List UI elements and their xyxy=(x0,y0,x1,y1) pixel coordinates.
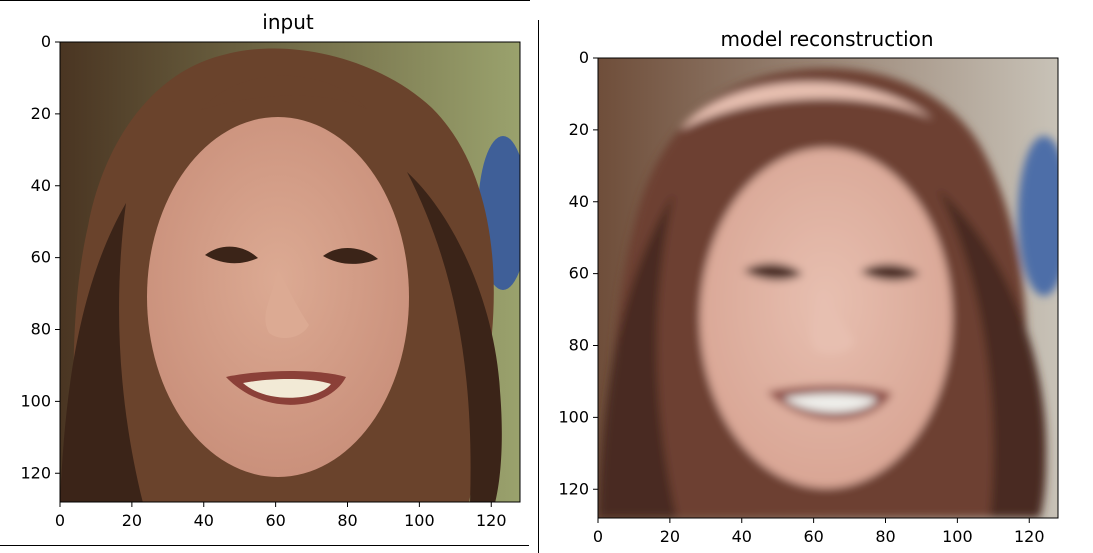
input-nose xyxy=(265,270,309,339)
input-x-tick-label-2: 40 xyxy=(194,511,214,530)
input-axes-frame xyxy=(59,41,521,503)
recon-right-eye xyxy=(860,264,920,281)
reconstruction-face-image xyxy=(598,58,1058,518)
recon-left-eye xyxy=(743,263,803,281)
input-face-image xyxy=(60,42,520,502)
input-ticks: 0 20 40 60 80 100 120 0 20 40 60 80 100 120 xyxy=(20,32,506,530)
input-panel-title: input xyxy=(262,10,314,34)
bottom-crop-line xyxy=(0,545,529,546)
top-crop-line xyxy=(0,0,530,1)
input-x-tick-label-0: 0 xyxy=(55,511,65,530)
input-x-tick-label-4: 80 xyxy=(337,511,357,530)
recon-y-tick-label-6: 120 xyxy=(558,479,589,498)
panel-divider xyxy=(538,20,539,553)
recon-left-hair-shadow xyxy=(598,193,677,518)
reconstruction-axes-frame xyxy=(597,57,1059,519)
recon-nose xyxy=(810,287,855,354)
input-y-tick-label-1: 20 xyxy=(31,104,51,123)
recon-x-tick-label-3: 60 xyxy=(803,527,823,546)
recon-x-tick-label-5: 100 xyxy=(942,527,973,546)
input-left-eye xyxy=(205,246,258,264)
recon-x-tick-label-1: 20 xyxy=(660,527,680,546)
recon-forehead-light-band xyxy=(680,82,933,130)
input-y-tick-label-5: 100 xyxy=(20,391,51,410)
input-right-eye xyxy=(323,247,378,264)
recon-y-tick-label-3: 60 xyxy=(569,264,589,283)
input-right-hair-shadow xyxy=(407,172,502,502)
recon-teeth xyxy=(783,393,878,413)
input-y-tick-label-3: 60 xyxy=(31,248,51,267)
input-y-tick-label-0: 0 xyxy=(41,32,51,51)
input-x-tick-label-3: 60 xyxy=(265,511,285,530)
recon-y-tick-label-5: 100 xyxy=(558,407,589,426)
input-left-hair-shadow xyxy=(60,203,143,502)
input-y-tick-label-6: 120 xyxy=(20,463,51,482)
reconstruction-ticks: 0 20 40 60 80 100 120 0 20 40 60 80 100 120 xyxy=(558,48,1044,546)
input-teeth xyxy=(243,379,331,398)
input-y-tick-label-2: 40 xyxy=(31,176,51,195)
recon-x-tick-label-6: 120 xyxy=(1014,527,1045,546)
input-x-tick-label-6: 120 xyxy=(476,511,507,530)
recon-x-tick-label-0: 0 xyxy=(593,527,603,546)
recon-y-tick-label-2: 40 xyxy=(569,192,589,211)
recon-x-tick-label-2: 40 xyxy=(732,527,752,546)
recon-y-tick-label-4: 80 xyxy=(569,336,589,355)
input-x-tick-label-5: 100 xyxy=(404,511,435,530)
input-x-tick-label-1: 20 xyxy=(122,511,142,530)
recon-y-tick-label-1: 20 xyxy=(569,120,589,139)
recon-y-tick-label-0: 0 xyxy=(579,48,589,67)
input-y-tick-label-4: 80 xyxy=(31,320,51,339)
recon-x-tick-label-4: 80 xyxy=(875,527,895,546)
recon-right-hair-shadow xyxy=(938,189,1047,518)
input-forehead-hair-part xyxy=(201,75,367,110)
recon-blue-background-patch xyxy=(1018,136,1058,296)
reconstruction-panel-title: model reconstruction xyxy=(720,27,934,51)
